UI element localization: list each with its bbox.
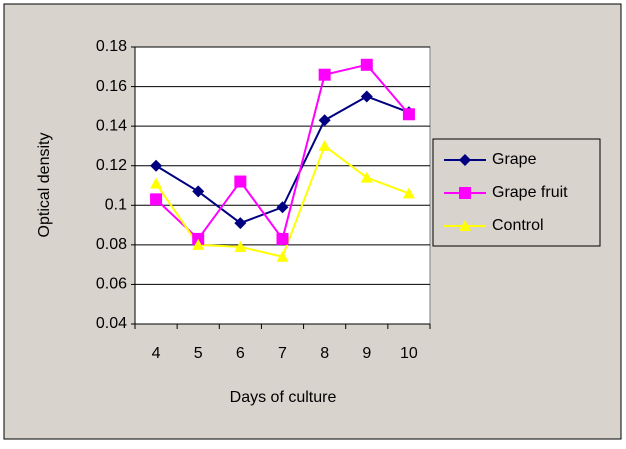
x-tick-label: 10 — [400, 345, 418, 362]
marker — [459, 154, 471, 166]
marker — [459, 187, 471, 199]
y-tick-label: 0.16 — [96, 78, 127, 95]
x-tick-label: 5 — [194, 345, 203, 362]
legend-label: Grape fruit — [492, 184, 568, 201]
marker — [150, 177, 163, 189]
marker — [318, 139, 331, 151]
plot-area — [134, 46, 431, 325]
marker — [276, 250, 289, 262]
marker — [360, 171, 373, 183]
x-tick-label: 4 — [152, 345, 161, 362]
marker — [402, 187, 415, 199]
marker — [459, 220, 471, 231]
marker — [150, 193, 163, 206]
y-tick-label: 0.04 — [96, 315, 127, 332]
x-tick-label: 7 — [278, 345, 287, 362]
y-tick-label: 0.08 — [96, 236, 127, 253]
marker — [360, 90, 373, 103]
y-tick-label: 0.18 — [96, 38, 127, 55]
marker — [234, 240, 247, 252]
marker — [402, 108, 415, 121]
marker — [276, 232, 289, 245]
legend-label: Grape — [492, 151, 537, 168]
marker — [318, 68, 331, 81]
x-axis-title: Days of culture — [230, 389, 337, 406]
y-tick-label: 0.12 — [96, 157, 127, 174]
marker — [276, 201, 289, 214]
marker — [360, 58, 373, 71]
y-axis-title: Optical density — [36, 133, 53, 238]
marker — [234, 217, 247, 230]
marker — [192, 238, 205, 250]
marker — [150, 159, 163, 172]
marker — [318, 114, 331, 127]
marker — [234, 175, 247, 188]
y-tick-label: 0.14 — [96, 117, 127, 134]
legend-label: Control — [492, 217, 544, 234]
x-tick-label: 8 — [320, 345, 329, 362]
y-tick-label: 0.1 — [105, 197, 127, 214]
x-tick-label: 9 — [362, 345, 371, 362]
marker — [192, 185, 205, 198]
y-tick-label: 0.06 — [96, 276, 127, 293]
x-tick-label: 6 — [236, 345, 245, 362]
